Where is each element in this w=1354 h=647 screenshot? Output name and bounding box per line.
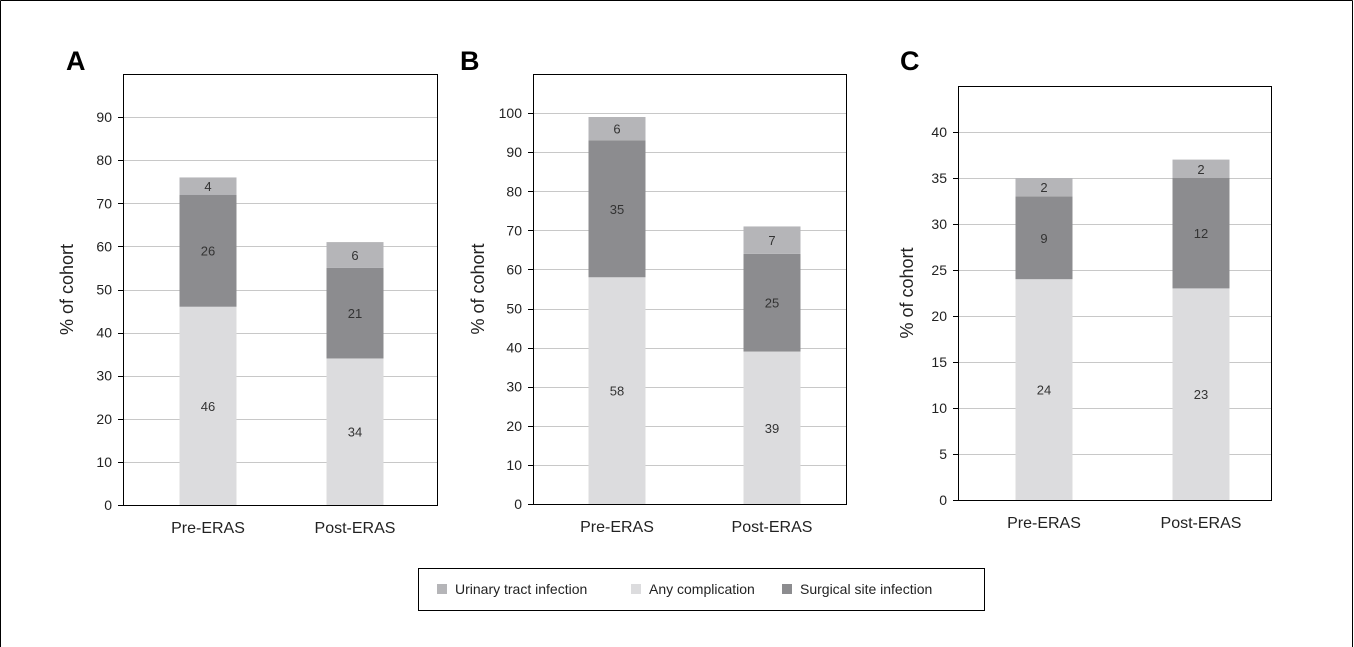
y-tick-label-c: 10 <box>931 400 947 416</box>
data-label-c-post-eras-any-complication: 23 <box>1194 387 1208 402</box>
y-tick-label-a: 0 <box>104 497 112 513</box>
y-tick-label-c: 20 <box>931 308 947 324</box>
data-label-c-post-eras-surgical-site-infection: 12 <box>1194 226 1208 241</box>
plot-frame-c <box>958 86 1272 501</box>
y-tick-label-b: 30 <box>506 379 522 395</box>
y-tick-label-b: 70 <box>506 222 522 238</box>
y-tick-label-b: 20 <box>506 418 522 434</box>
legend-label-any-complication: Any complication <box>649 581 755 597</box>
y-axis-title-a: % of cohort <box>57 244 77 335</box>
y-tick-label-a: 10 <box>96 454 112 470</box>
bar-c-post-eras-surgical-site-infection <box>1172 178 1230 289</box>
data-label-b-post-eras-any-complication: 39 <box>765 421 779 436</box>
bar-c-post-eras-any-complication <box>1172 288 1230 500</box>
y-tick-label-a: 20 <box>96 411 112 427</box>
bar-a-pre-eras-surgical-site-infection <box>179 194 237 307</box>
x-category-label-b: Post-ERAS <box>732 519 813 536</box>
bar-c-pre-eras-any-complication <box>1015 279 1073 500</box>
x-category-label-c: Pre-ERAS <box>1007 515 1081 532</box>
legend-label-urinary-tract-infection: Urinary tract infection <box>455 581 587 597</box>
y-tick-label-c: 0 <box>939 492 947 508</box>
data-label-a-post-eras-any-complication: 34 <box>348 425 362 440</box>
y-tick-label-b: 10 <box>506 457 522 473</box>
x-category-label-b: Pre-ERAS <box>580 519 654 536</box>
data-label-c-pre-eras-any-complication: 24 <box>1037 383 1051 398</box>
data-label-b-post-eras-surgical-site-infection: 25 <box>765 296 779 311</box>
y-tick-label-b: 50 <box>506 301 522 317</box>
bar-a-post-eras-any-complication <box>326 358 384 505</box>
bar-b-post-eras-urinary-tract-infection <box>743 226 801 254</box>
bar-a-post-eras-surgical-site-infection <box>326 267 384 359</box>
y-tick-label-a: 30 <box>96 368 112 384</box>
legend-swatch-urinary-tract-infection <box>437 584 447 594</box>
bar-a-pre-eras-any-complication <box>179 306 237 505</box>
bar-a-post-eras-urinary-tract-infection <box>326 242 384 268</box>
data-label-c-pre-eras-surgical-site-infection: 9 <box>1040 231 1047 246</box>
y-tick-label-a: 90 <box>96 109 112 125</box>
data-label-a-pre-eras-urinary-tract-infection: 4 <box>204 179 211 194</box>
y-axis-title-b: % of cohort <box>468 243 488 334</box>
y-tick-label-b: 100 <box>499 105 523 121</box>
data-label-b-pre-eras-surgical-site-infection: 35 <box>610 202 624 217</box>
data-label-c-pre-eras-urinary-tract-infection: 2 <box>1040 180 1047 195</box>
data-label-a-pre-eras-surgical-site-infection: 26 <box>201 244 215 259</box>
x-category-label-a: Pre-ERAS <box>171 520 245 537</box>
data-label-b-pre-eras-urinary-tract-infection: 6 <box>613 122 620 137</box>
data-label-a-post-eras-urinary-tract-infection: 6 <box>351 248 358 263</box>
data-label-c-post-eras-urinary-tract-infection: 2 <box>1197 162 1204 177</box>
y-tick-label-b: 80 <box>506 183 522 199</box>
y-tick-label-c: 30 <box>931 216 947 232</box>
y-tick-label-a: 70 <box>96 195 112 211</box>
bar-c-pre-eras-urinary-tract-infection <box>1015 178 1073 197</box>
y-tick-label-a: 50 <box>96 282 112 298</box>
y-tick-label-b: 40 <box>506 340 522 356</box>
y-tick-label-c: 5 <box>939 446 947 462</box>
legend-swatch-any-complication <box>631 584 641 594</box>
y-tick-label-c: 40 <box>931 124 947 140</box>
plot-frame-b <box>533 74 847 505</box>
legend-swatch-surgical-site-infection <box>782 584 792 594</box>
y-tick-label-a: 80 <box>96 152 112 168</box>
bar-b-pre-eras-any-complication <box>588 277 646 504</box>
legend-box <box>418 568 985 611</box>
panel-letter-c: C <box>900 46 920 76</box>
y-tick-label-b: 60 <box>506 261 522 277</box>
x-category-label-c: Post-ERAS <box>1161 515 1242 532</box>
x-category-label-a: Post-ERAS <box>315 520 396 537</box>
data-label-a-post-eras-surgical-site-infection: 21 <box>348 306 362 321</box>
y-tick-label-a: 60 <box>96 238 112 254</box>
y-tick-label-c: 35 <box>931 170 947 186</box>
bar-a-pre-eras-urinary-tract-infection <box>179 177 237 195</box>
y-tick-label-c: 15 <box>931 354 947 370</box>
bar-b-pre-eras-surgical-site-infection <box>588 140 646 278</box>
bar-b-post-eras-any-complication <box>743 351 801 504</box>
bar-b-post-eras-surgical-site-infection <box>743 253 801 352</box>
bar-c-pre-eras-surgical-site-infection <box>1015 196 1073 280</box>
panel-letter-a: A <box>66 46 86 76</box>
data-label-b-pre-eras-any-complication: 58 <box>610 384 624 399</box>
chart-panel-b: B58356392570102030405060708090100Pre-ERA… <box>460 46 847 536</box>
bar-c-post-eras-urinary-tract-infection <box>1172 159 1230 178</box>
legend-label-surgical-site-infection: Surgical site infection <box>800 581 932 597</box>
y-tick-label-b: 0 <box>514 496 522 512</box>
y-tick-label-a: 40 <box>96 325 112 341</box>
y-tick-label-c: 25 <box>931 262 947 278</box>
panel-letter-b: B <box>460 46 480 76</box>
plot-frame-a <box>123 74 438 506</box>
bar-b-pre-eras-urinary-tract-infection <box>588 117 646 141</box>
legend: Urinary tract infection Any complication… <box>418 568 985 611</box>
y-axis-title-c: % of cohort <box>897 247 917 338</box>
y-tick-label-b: 90 <box>506 144 522 160</box>
data-label-b-post-eras-urinary-tract-infection: 7 <box>768 233 775 248</box>
data-label-a-pre-eras-any-complication: 46 <box>201 399 215 414</box>
